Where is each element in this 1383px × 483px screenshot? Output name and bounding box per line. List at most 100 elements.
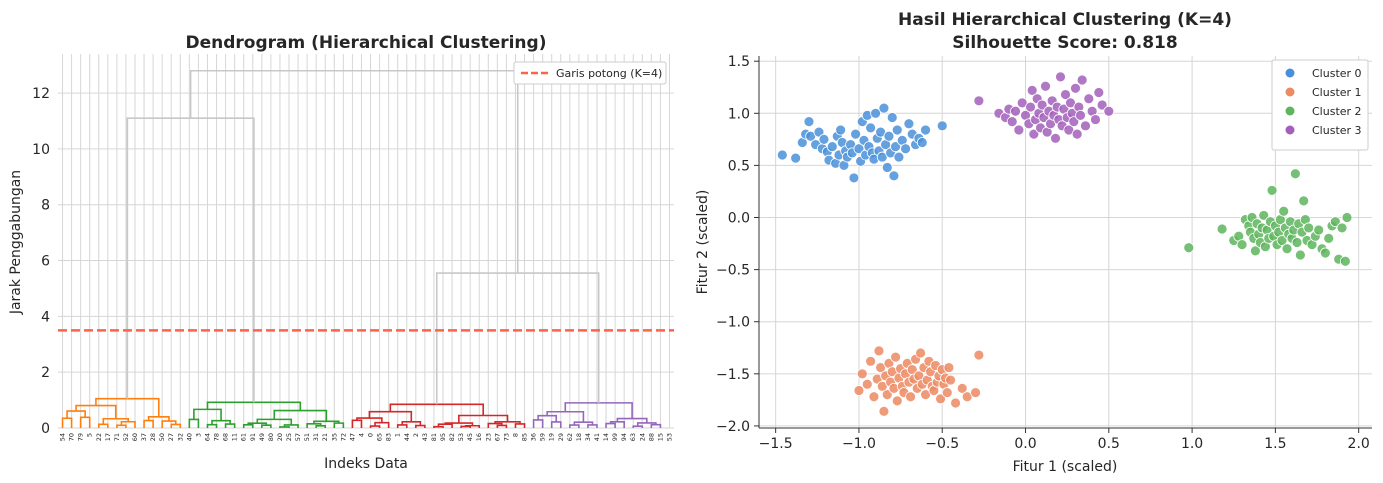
dendrogram-leaf-label: 18	[575, 433, 583, 441]
scatter-point	[1013, 124, 1025, 136]
scatter-point	[920, 124, 931, 136]
scatter-point	[878, 405, 890, 417]
dendrogram-leaf-label: 27	[167, 433, 175, 441]
scatter-point	[1216, 223, 1228, 235]
scatter-point	[1236, 239, 1248, 251]
dendrogram-link	[546, 410, 585, 423]
scatter-x-tick-label: 0.5	[1098, 436, 1120, 452]
scatter-legend-label: Cluster 0	[1312, 67, 1362, 80]
scatter-point	[776, 149, 788, 161]
dendrogram-leaf-label: 25	[285, 433, 293, 441]
scatter-point	[1093, 87, 1105, 98]
scatter-point	[853, 385, 865, 396]
dendrogram-leaf-label: 19	[548, 433, 556, 441]
dendrogram-leaf-label: 82	[448, 433, 456, 441]
dendrogram-leaf-label: 15	[656, 433, 664, 441]
dendrogram-link	[95, 397, 160, 417]
scatter-y-tick-label: 0.5	[728, 158, 750, 174]
scatter-point	[1071, 128, 1083, 140]
dendrogram-leaf-label: 61	[240, 433, 248, 441]
scatter-point	[1276, 235, 1288, 246]
dendrogram-link	[396, 424, 408, 428]
dendrogram-leaf-label: 29	[557, 433, 565, 441]
dendrogram-link	[356, 417, 383, 423]
dendrogram-leaf-label: 47	[348, 433, 356, 441]
dendrogram-link	[532, 419, 544, 428]
scatter-point	[1076, 74, 1088, 86]
dendrogram-x-label: Indeks Data	[324, 456, 408, 472]
scatter-point	[1070, 82, 1081, 94]
scatter-x-tick-label: −0.5	[925, 436, 959, 452]
scatter-point	[848, 172, 860, 184]
dendrogram-link	[79, 416, 91, 428]
scatter-legend-marker	[1285, 87, 1295, 97]
dendrogram-leaf-label: 78	[213, 433, 221, 441]
dendrogram-leaf-label: 21	[321, 433, 329, 441]
dendrogram-leaf-label: 64	[203, 433, 211, 441]
scatter-point	[1183, 242, 1195, 254]
dendrogram-leaf-label: 60	[131, 433, 139, 441]
dendrogram-legend: Garis potong (K=4)	[513, 61, 667, 85]
scatter-legend-marker	[1285, 125, 1295, 135]
scatter-point	[973, 95, 985, 107]
dendrogram-leaf-label: 2	[412, 433, 420, 437]
scatter-point	[818, 133, 830, 145]
dendrogram-leaf-label: 53	[457, 433, 465, 441]
scatter-point	[883, 130, 895, 142]
scatter-point	[873, 345, 885, 357]
dendrogram-y-tick-label: 8	[41, 198, 50, 214]
dendrogram-link	[143, 419, 154, 428]
dendrogram-leaf-label: 8	[511, 433, 519, 437]
dendrogram-link	[437, 423, 453, 428]
scatter-point	[1339, 255, 1351, 267]
scatter-point	[905, 391, 916, 403]
scatter-title: Hasil Hierarchical Clustering (K=4)	[898, 10, 1232, 30]
scatter-y-tick-label: −1.5	[716, 367, 750, 383]
scatter-point	[891, 395, 903, 407]
scatter-legend-box	[1271, 59, 1369, 151]
dendrogram-link	[351, 419, 363, 428]
dendrogram-leaf-label: 80	[267, 433, 275, 441]
dendrogram-grid	[58, 54, 674, 429]
dendrogram-link	[97, 423, 109, 428]
dendrogram-leaf-label: 62	[566, 433, 574, 441]
dendrogram-leaf-label: 63	[629, 433, 637, 441]
scatter-point	[916, 137, 928, 148]
scatter-point	[835, 124, 847, 136]
dendrogram-legend-label: Garis potong (K=4)	[556, 67, 662, 80]
dendrogram-link	[170, 423, 182, 428]
dendrogram-title: Dendrogram (Hierarchical Clustering)	[186, 33, 547, 53]
scatter-point	[1323, 232, 1335, 244]
scatter-point	[850, 128, 862, 140]
dendrogram-leaf-label: 11	[231, 433, 239, 441]
dendrogram-leaf-label: 1	[394, 433, 402, 437]
scatter-point	[1281, 243, 1293, 255]
scatter-point	[970, 387, 981, 398]
scatter-legend-label: Cluster 2	[1312, 105, 1362, 118]
dendrogram-link	[273, 409, 328, 422]
scatter-y-tick-label: 1.5	[728, 54, 750, 70]
dendrogram-link	[189, 69, 519, 274]
dendrogram-leaf-label: 4	[357, 433, 365, 437]
dendrogram-link	[161, 420, 177, 428]
dendrogram-leaf-label: 17	[104, 433, 112, 441]
dendrogram-leaf-label: 88	[647, 433, 655, 441]
scatter-panel: Hasil Hierarchical Clustering (K=4) Silh…	[695, 10, 1372, 475]
dendrogram-link	[261, 424, 272, 428]
scatter-legend-label: Cluster 1	[1312, 86, 1362, 99]
dendrogram-leaf-label: 45	[466, 433, 474, 441]
dendrogram-link	[61, 417, 73, 428]
scatter-point	[865, 355, 877, 367]
scatter-point	[1026, 84, 1038, 96]
scatter-legend-marker	[1285, 68, 1295, 78]
scatter-point	[1294, 249, 1306, 261]
scatter-point	[903, 118, 915, 130]
scatter-point	[1090, 114, 1101, 125]
dendrogram-link	[460, 425, 471, 428]
dendrogram-leaf-label: 59	[539, 433, 547, 441]
dendrogram-leaf-label: 35	[330, 433, 338, 441]
dendrogram-link	[514, 423, 526, 428]
dendrogram-leaf-label: 49	[258, 433, 266, 441]
scatter-x-tick-label: 1.0	[1181, 436, 1203, 452]
scatter-x-tick-label: 1.5	[1264, 436, 1286, 452]
